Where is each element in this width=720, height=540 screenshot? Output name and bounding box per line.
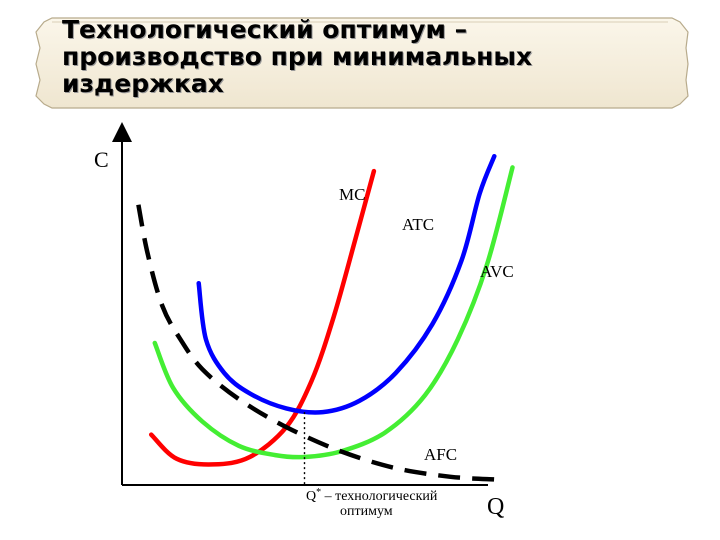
series-layer: [136, 153, 515, 482]
mc-label: MC: [339, 185, 365, 204]
title-line-3: издержках: [62, 69, 224, 98]
optimum-annotation-line2: оптимум: [340, 504, 393, 519]
avc-label: AVC: [480, 262, 514, 281]
y-axis-label: C: [94, 147, 109, 172]
optimum-text: – технологический: [321, 489, 438, 504]
atc-curve: [196, 153, 497, 415]
optimum-q-symbol: Q: [306, 489, 316, 504]
title-line-1: Технологический оптимум –: [62, 15, 468, 44]
afc-label: AFC: [424, 445, 457, 464]
afc-curve: [136, 204, 495, 482]
x-axis-label: Q: [487, 494, 504, 520]
page-title: Технологический оптимум – производство п…: [62, 16, 662, 97]
title-banner: Технологический оптимум – производство п…: [0, 0, 720, 120]
mc-curve: [148, 168, 377, 467]
optimum-star: *: [316, 487, 321, 498]
atc-label: ATC: [402, 215, 434, 234]
avc-curve: [152, 165, 515, 460]
title-line-2: производство при минимальных: [62, 42, 533, 71]
optimum-annotation: Q* – технологический: [306, 487, 438, 505]
title-frame: [35, 17, 689, 109]
